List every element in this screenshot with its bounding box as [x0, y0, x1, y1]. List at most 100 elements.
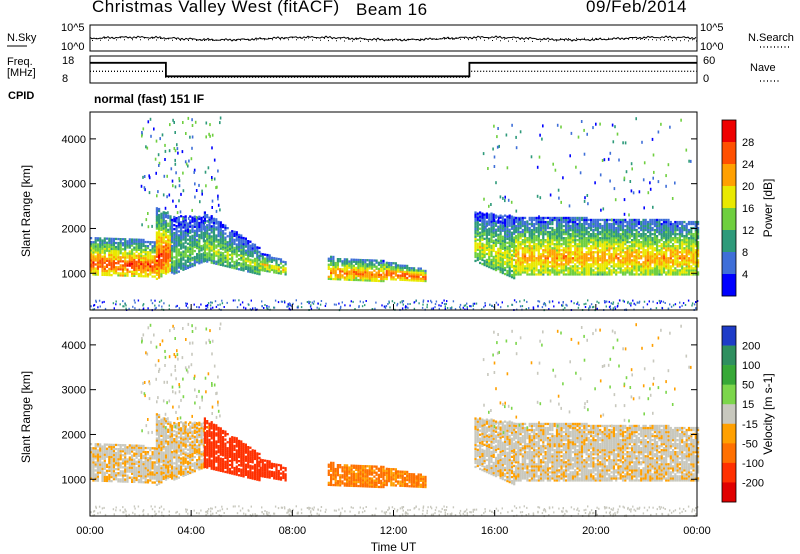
power-cell [633, 245, 636, 248]
power-cell [135, 254, 138, 257]
power-cell [587, 265, 590, 268]
power-cell [685, 235, 688, 238]
power-cell [646, 224, 650, 228]
power-cell [605, 243, 609, 246]
power-cell [180, 257, 183, 260]
power-cell [99, 239, 102, 242]
power-cell [126, 260, 129, 263]
power-cell [660, 255, 663, 258]
power-cell [485, 225, 487, 229]
power-cell [562, 220, 565, 224]
power-cell [149, 255, 152, 258]
power-cell [108, 261, 111, 265]
power-cell [391, 300, 394, 303]
power-cell [474, 241, 477, 244]
power-cell [119, 238, 122, 241]
power-cell [253, 257, 257, 261]
power-cell [99, 249, 102, 252]
power-cell [222, 240, 225, 243]
power-cell [665, 245, 668, 248]
power-cell [681, 249, 684, 252]
power-cell [200, 237, 203, 240]
power-cell [615, 228, 618, 232]
power-cell [385, 269, 388, 273]
power-cell [96, 255, 99, 258]
power-cell [153, 261, 156, 264]
power-cell [198, 223, 201, 227]
power-cell [215, 236, 218, 239]
power-cell [617, 302, 619, 305]
power-cell [249, 266, 252, 270]
power-cell [646, 253, 650, 256]
power-cell [94, 247, 97, 250]
power-cell [394, 268, 397, 271]
power-cell [544, 228, 547, 232]
power-cell [387, 261, 391, 265]
power-cell [665, 265, 668, 268]
power-cell [570, 131, 573, 135]
power-cell [346, 258, 349, 261]
power-cell [574, 216, 577, 220]
power-cell [231, 266, 234, 269]
power-cell [669, 247, 672, 250]
power-cell [562, 241, 565, 244]
power-cell [275, 265, 278, 268]
power-cell [658, 218, 661, 222]
power-cell [377, 271, 380, 274]
power-cell [621, 220, 625, 224]
power-cell [524, 255, 527, 258]
power-cell [476, 258, 479, 262]
power-cell [479, 211, 482, 214]
power-cell [640, 273, 643, 276]
power-cell [282, 260, 285, 263]
power-cell [211, 301, 213, 304]
power-cell [599, 271, 602, 274]
power-cell [292, 302, 294, 305]
power-cell [96, 259, 99, 262]
power-cell [685, 148, 688, 152]
power-cell [359, 264, 362, 268]
power-cell [517, 247, 520, 250]
power-cell [224, 250, 227, 253]
power-cell [508, 244, 511, 247]
power-cell [553, 233, 556, 236]
power-cell [153, 127, 155, 131]
power-cell [167, 263, 170, 266]
power-cell [551, 226, 554, 230]
power-cell [596, 247, 599, 250]
power-cell [671, 197, 674, 200]
power-cell [501, 219, 504, 222]
power-cell [583, 226, 586, 230]
power-cell [186, 248, 190, 251]
power-cell [517, 273, 520, 276]
power-cell [612, 271, 615, 274]
power-cell [653, 273, 656, 276]
power-cell [662, 247, 666, 250]
power-cell [421, 306, 424, 309]
power-cell [141, 132, 143, 136]
power-cell [585, 271, 588, 274]
power-cell [615, 249, 618, 252]
power-cell [585, 237, 588, 240]
power-cell [357, 270, 360, 274]
power-cell [193, 264, 196, 267]
power-cell [151, 224, 153, 228]
power-cell [565, 243, 568, 246]
power-cell [96, 243, 99, 246]
power-cell [348, 264, 351, 267]
power-cell [270, 258, 273, 261]
power-cell [605, 245, 609, 248]
power-cell [249, 248, 252, 251]
power-cell [485, 260, 488, 264]
power-cell [277, 257, 280, 261]
power-cell [565, 222, 568, 226]
power-cell [140, 258, 143, 262]
power-cell [189, 219, 192, 222]
power-cell [133, 252, 136, 255]
power-cell [608, 249, 611, 252]
power-cell [505, 133, 508, 137]
power-cell [184, 160, 187, 164]
power-cell [537, 220, 540, 224]
power-cell [665, 267, 668, 270]
